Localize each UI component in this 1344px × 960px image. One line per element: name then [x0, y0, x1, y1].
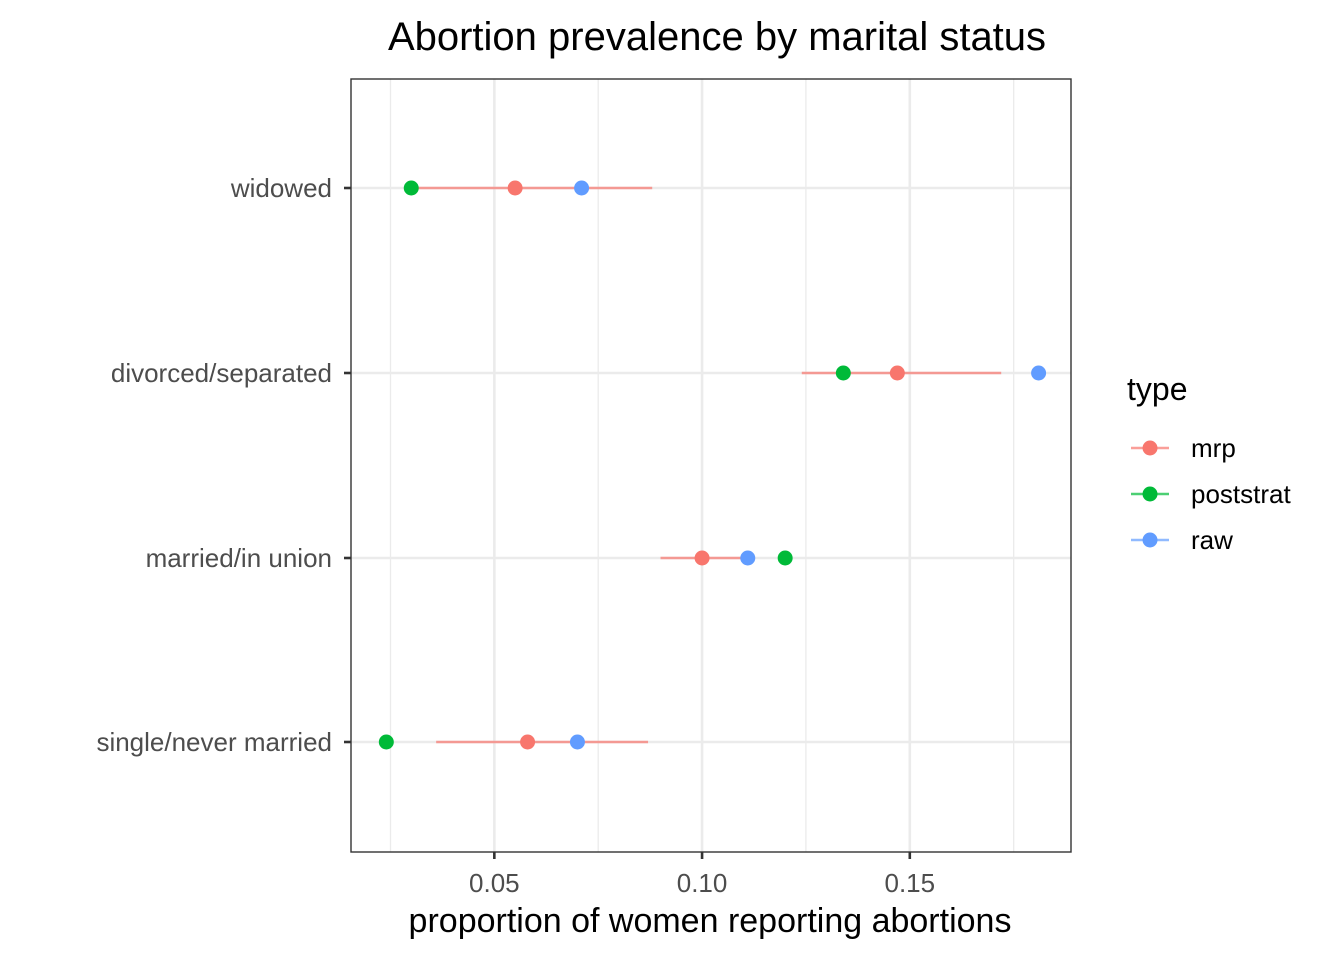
point-poststrat [378, 734, 394, 750]
panel-background [351, 79, 1071, 852]
legend-key-point-raw [1142, 532, 1158, 548]
legend: type mrp poststrat raw [1127, 371, 1291, 555]
x-tick-label: 0.05 [469, 868, 520, 898]
point-mrp [520, 734, 536, 750]
point-raw [569, 734, 585, 750]
point-raw [740, 550, 756, 566]
point-mrp [507, 180, 523, 196]
legend-label-poststrat: poststrat [1191, 479, 1291, 509]
point-poststrat [777, 550, 793, 566]
x-tick-label: 0.10 [677, 868, 728, 898]
y-tick-label: widowed [230, 173, 332, 203]
legend-label-raw: raw [1191, 525, 1233, 555]
point-mrp [889, 365, 905, 381]
point-poststrat [403, 180, 419, 196]
point-poststrat [835, 365, 851, 381]
y-tick-label: married/in union [146, 543, 332, 573]
panel-border [350, 78, 1072, 853]
point-raw [1031, 365, 1047, 381]
legend-label-mrp: mrp [1191, 433, 1236, 463]
legend-key-point-poststrat [1142, 486, 1158, 502]
x-tick-label: 0.15 [884, 868, 935, 898]
legend-key-point-mrp [1142, 440, 1158, 456]
point-raw [574, 180, 590, 196]
y-tick-label: single/never married [96, 727, 332, 757]
chart-title: Abortion prevalence by marital status [388, 15, 1046, 59]
x-axis-title: proportion of women reporting abortions [409, 902, 1012, 940]
y-tick-label: divorced/separated [111, 358, 332, 388]
point-mrp [694, 550, 710, 566]
plot-area: widowed divorced/separated married/in unio… [96, 78, 1072, 898]
legend-title: type [1127, 371, 1187, 407]
